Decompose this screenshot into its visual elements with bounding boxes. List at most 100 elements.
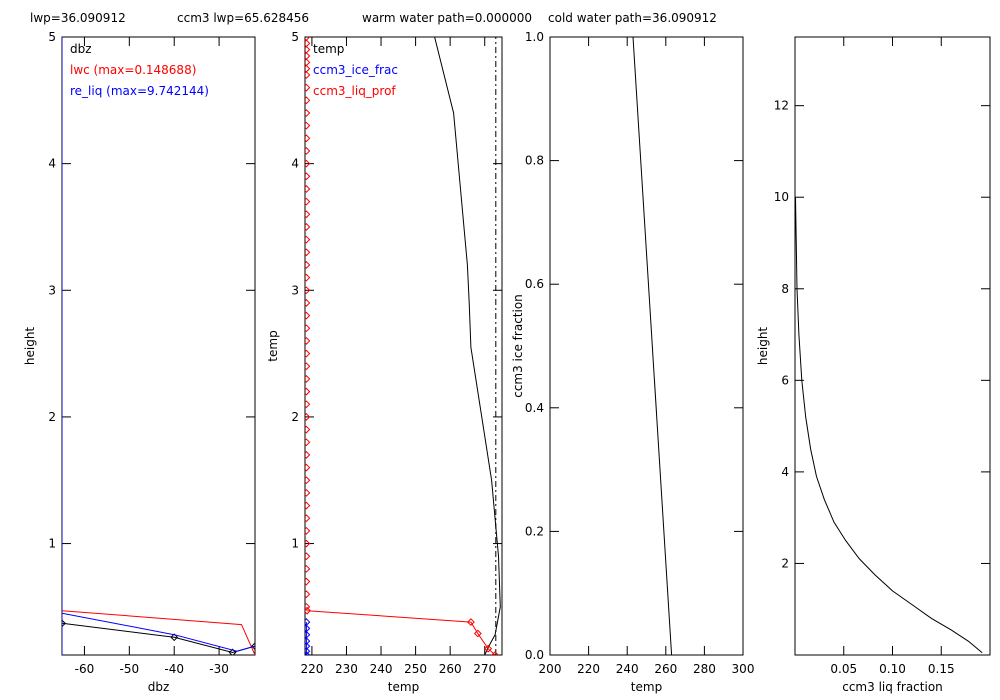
x-tick-label: 250 <box>404 662 427 676</box>
panel-3: 200 220 240 260 280 300 0.0 0.2 0.4 0.6 0.8 1.0 temp… <box>511 30 754 694</box>
data-point <box>305 488 311 497</box>
data-point <box>305 337 311 345</box>
y-tick-label: 8 <box>781 282 789 296</box>
data-point <box>170 633 179 642</box>
data-point <box>305 147 311 155</box>
y-axis-label: ccm3 ice fraction <box>511 294 525 398</box>
data-point <box>62 619 66 628</box>
legend-entry: temp <box>313 42 344 56</box>
data-point <box>305 451 311 459</box>
legend-entry: re_liq (max=9.742144) <box>70 84 209 98</box>
y-tick-label: 0.2 <box>525 524 544 538</box>
data-point <box>305 387 311 396</box>
data-point <box>305 362 311 371</box>
data-point <box>305 637 311 645</box>
x-tick-label: -60 <box>75 662 95 676</box>
data-point <box>305 273 311 282</box>
panel-4: 0.05 0.10 0.15 2 4 6 8 10 12 ccm3 liq fraction hei… <box>756 36 991 694</box>
series-line-4 <box>307 610 496 655</box>
data-point <box>228 648 237 655</box>
data-point <box>305 248 311 257</box>
data-point <box>305 413 311 421</box>
x-tick-label: 0.05 <box>830 662 857 676</box>
legend-entry: dbz <box>70 42 92 56</box>
y-tick-label: 3 <box>291 283 299 297</box>
data-point <box>305 425 311 434</box>
data-point <box>305 286 311 295</box>
data-point <box>305 197 311 206</box>
data-point <box>305 311 311 320</box>
y-tick-label: 0.4 <box>525 401 544 415</box>
data-point <box>305 514 311 523</box>
data-point <box>305 185 311 193</box>
y-tick-label: 5 <box>291 30 299 44</box>
data-point <box>305 134 311 143</box>
y-axis-label: height <box>756 327 770 366</box>
x-tick-label: 220 <box>577 662 600 676</box>
data-point <box>305 618 311 626</box>
data-point <box>305 400 311 409</box>
header-warm-water-path: warm water path=0.000000 <box>362 11 532 25</box>
data-point <box>305 526 311 535</box>
y-tick-label: 2 <box>291 410 299 424</box>
data-point <box>305 630 311 639</box>
y-tick-label: 1 <box>291 537 299 551</box>
data-point <box>484 644 493 653</box>
y-tick-label: 5 <box>48 30 56 44</box>
data-point <box>305 172 311 181</box>
x-tick-label: 280 <box>693 662 716 676</box>
plot-frame <box>304 36 503 656</box>
series-line-1 <box>434 37 501 655</box>
x-tick-label: 0.15 <box>928 662 955 676</box>
data-point <box>305 64 311 73</box>
header-ccm3-lwp: ccm3 lwp=65.628456 <box>177 11 309 25</box>
series-line-1 <box>795 197 983 654</box>
x-axis-label: ccm3 liq fraction <box>842 680 943 694</box>
x-axis-label: temp <box>631 680 662 694</box>
series-line-2 <box>62 610 255 655</box>
data-point <box>305 109 311 117</box>
panel-2: 220 230 240 250 260 270 1 2 3 4 5 temp temp temp ccm3_… <box>266 30 503 694</box>
data-point <box>305 647 311 655</box>
data-point <box>305 539 311 548</box>
x-tick-label: -40 <box>164 662 184 676</box>
data-point <box>305 606 311 615</box>
y-tick-label: 4 <box>781 465 789 479</box>
y-tick-label: 1 <box>48 537 56 551</box>
data-point <box>305 71 311 79</box>
data-point <box>305 463 311 472</box>
data-point <box>305 261 311 269</box>
data-point <box>473 629 482 638</box>
y-tick-label: 12 <box>774 99 789 113</box>
data-point <box>305 159 311 168</box>
data-point <box>305 45 311 54</box>
x-tick-label: 240 <box>616 662 639 676</box>
y-tick-label: 2 <box>48 410 56 424</box>
data-point <box>305 324 311 333</box>
data-point <box>305 349 311 358</box>
data-point <box>305 299 311 307</box>
plot-area <box>62 37 255 655</box>
data-point <box>305 235 311 244</box>
data-point <box>491 651 499 655</box>
plot-frame <box>549 36 744 656</box>
y-tick-label: 4 <box>48 157 56 171</box>
data-point <box>305 39 311 48</box>
x-axis-label: temp <box>388 680 419 694</box>
x-tick-label: 240 <box>370 662 393 676</box>
data-point <box>305 83 311 92</box>
data-point <box>305 651 311 655</box>
y-tick-label: 10 <box>774 190 789 204</box>
plot-area <box>795 197 983 654</box>
legend-entry: ccm3_liq_prof <box>313 84 396 98</box>
data-point <box>466 618 475 626</box>
data-point <box>305 438 311 447</box>
y-tick-label: 2 <box>781 556 789 570</box>
data-point <box>305 223 311 231</box>
plot-frame <box>61 36 256 656</box>
header-cold-water-path: cold water path=36.090912 <box>548 11 717 25</box>
y-tick-label: 0.6 <box>525 277 544 291</box>
data-point <box>305 501 311 510</box>
